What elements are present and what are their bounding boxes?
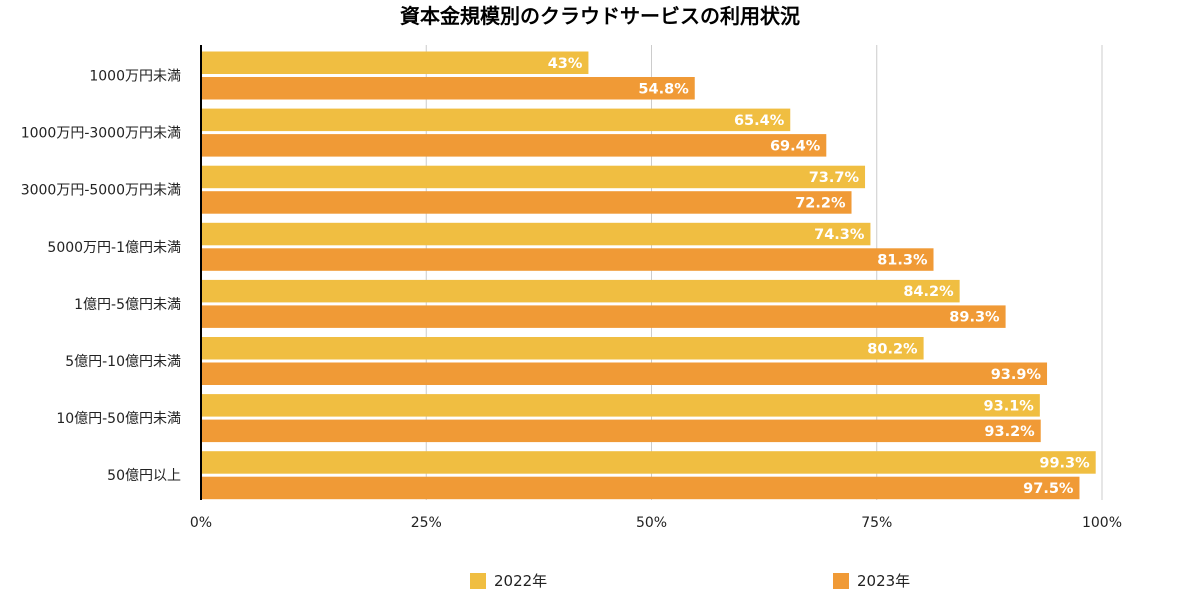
bar-2023-6 <box>201 419 1041 443</box>
data-label-2022-0: 43% <box>548 56 583 72</box>
legend-item-2022: 2022年 <box>470 570 547 591</box>
data-label-2023-0: 54.8% <box>638 81 689 97</box>
y-category-label-0: 1000万円未満 <box>89 69 181 85</box>
bar-chart: 0% 25% 50% 75% 100% 43% 54.8% 1000万円未満 65.4% 69.4… <box>21 45 1122 531</box>
x-tick-label-50: 50% <box>636 515 667 531</box>
data-label-2022-2: 73.7% <box>809 170 860 186</box>
bar-2022-2 <box>201 165 866 189</box>
bar-2023-0 <box>201 77 695 100</box>
data-label-2022-5: 80.2% <box>867 341 918 357</box>
x-tick-label-25: 25% <box>411 515 442 531</box>
x-tick-label-100: 100% <box>1082 515 1122 531</box>
y-category-label-1: 1000万円-3000万円未満 <box>21 126 181 142</box>
bar-2023-3 <box>201 248 934 271</box>
legend-swatch-2022 <box>470 572 486 589</box>
bar-2023-5 <box>201 362 1048 385</box>
y-category-label-4: 1億円-5億円未満 <box>74 297 181 313</box>
legend-swatch-2023 <box>833 572 849 589</box>
data-label-2023-5: 93.9% <box>991 367 1042 383</box>
data-label-2022-4: 84.2% <box>903 284 954 300</box>
data-label-2023-4: 89.3% <box>949 310 1000 326</box>
y-category-label-2: 3000万円-5000万円未満 <box>21 183 181 199</box>
legend-label-2022: 2022年 <box>494 572 548 590</box>
y-category-label-6: 10億円-50億円未満 <box>56 411 181 427</box>
x-tick-label-0: 0% <box>190 515 212 531</box>
data-label-2022-6: 93.1% <box>984 398 1035 414</box>
data-label-2023-2: 72.2% <box>795 195 846 211</box>
bar-2022-7 <box>201 451 1096 474</box>
bar-2022-1 <box>201 108 791 132</box>
legend-label-2023: 2023年 <box>857 572 911 590</box>
chart-title: 資本金規模別のクラウドサービスの利用状況 <box>400 4 800 28</box>
bar-2022-6 <box>201 394 1040 417</box>
bar-2022-0 <box>201 51 589 74</box>
data-label-2023-1: 69.4% <box>770 138 821 154</box>
y-category-label-3: 5000万円-1億円未満 <box>47 240 181 256</box>
bar-2023-4 <box>201 305 1006 328</box>
data-label-2022-7: 99.3% <box>1039 455 1090 471</box>
bar-2022-4 <box>201 279 960 303</box>
y-category-label-5: 5億円-10億円未満 <box>65 354 181 370</box>
legend-item-2023: 2023年 <box>833 570 910 591</box>
data-label-2023-3: 81.3% <box>877 253 928 269</box>
data-label-2023-7: 97.5% <box>1023 481 1074 497</box>
y-category-label-7: 50億円以上 <box>107 468 181 484</box>
data-label-2023-6: 93.2% <box>984 424 1035 440</box>
bar-2022-3 <box>201 222 871 246</box>
bar-2023-7 <box>201 476 1080 500</box>
data-label-2022-3: 74.3% <box>814 227 865 243</box>
bar-2022-5 <box>201 337 924 360</box>
bar-2023-1 <box>201 134 827 157</box>
data-label-2022-1: 65.4% <box>734 113 785 129</box>
bar-2023-2 <box>201 191 852 214</box>
x-tick-label-75: 75% <box>861 515 892 531</box>
